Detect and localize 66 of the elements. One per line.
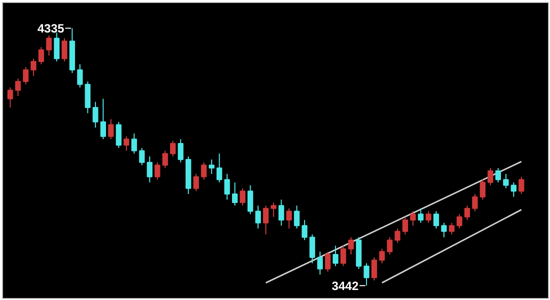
candlestick — [324, 251, 331, 272]
candlestick — [224, 173, 230, 200]
candlestick — [270, 202, 276, 218]
candlestick — [410, 210, 416, 226]
candlestick — [46, 34, 52, 56]
candlestick — [394, 228, 400, 244]
candlestick — [332, 245, 338, 267]
candlestick — [402, 216, 408, 235]
candlestick — [208, 159, 214, 174]
candlestick — [77, 64, 83, 88]
candlestick — [364, 262, 370, 286]
annotation: 3442 — [332, 279, 359, 294]
candlestick — [116, 121, 122, 148]
candlestick — [100, 98, 106, 140]
candlestick — [38, 46, 44, 65]
candlestick — [302, 219, 308, 241]
candlestick — [178, 138, 184, 163]
candlestick — [480, 179, 486, 200]
candlestick — [7, 86, 14, 108]
candlestick — [131, 133, 137, 154]
candlestick — [433, 210, 440, 229]
candlestick — [441, 222, 447, 238]
candlestick — [201, 162, 207, 180]
candlestick — [294, 205, 300, 229]
candlestick — [278, 199, 284, 226]
candlestick — [510, 182, 516, 198]
candlestick — [30, 58, 36, 76]
candlestick — [262, 205, 269, 235]
candlestick — [154, 162, 160, 180]
candlestick — [317, 251, 323, 276]
candlestick — [15, 78, 21, 96]
candlestick — [108, 118, 114, 140]
candlestick — [248, 184, 254, 215]
candlestick — [464, 205, 470, 220]
candlestick — [146, 156, 152, 183]
annotation: 4335 — [38, 22, 65, 36]
candlestick — [456, 214, 462, 229]
candlestick — [216, 153, 222, 183]
candlestick — [495, 168, 501, 183]
candlestick — [371, 256, 378, 281]
candlestick — [488, 168, 494, 186]
candlestick — [448, 222, 455, 235]
candlestick — [162, 150, 168, 169]
candlestick — [503, 173, 509, 189]
candlestick — [418, 208, 424, 224]
candlestick — [286, 208, 292, 229]
candlestick — [54, 32, 60, 62]
candlestick — [92, 101, 98, 128]
candlestick — [518, 176, 524, 194]
candlestick — [472, 194, 478, 212]
candlestick — [255, 205, 261, 229]
candlestick — [62, 38, 68, 62]
candlestick — [309, 234, 316, 264]
candlestick — [348, 236, 354, 255]
candlestick — [193, 173, 199, 192]
candlestick — [22, 66, 29, 85]
candlestick — [240, 188, 246, 206]
candlestick — [232, 182, 238, 206]
candlestick — [340, 245, 346, 267]
candlestick — [426, 210, 432, 224]
candlestick — [124, 136, 130, 152]
candlestick — [84, 81, 91, 114]
candlestick — [379, 248, 385, 264]
candlestick — [139, 147, 145, 166]
candlestick — [170, 140, 176, 157]
candlestick — [386, 236, 393, 255]
